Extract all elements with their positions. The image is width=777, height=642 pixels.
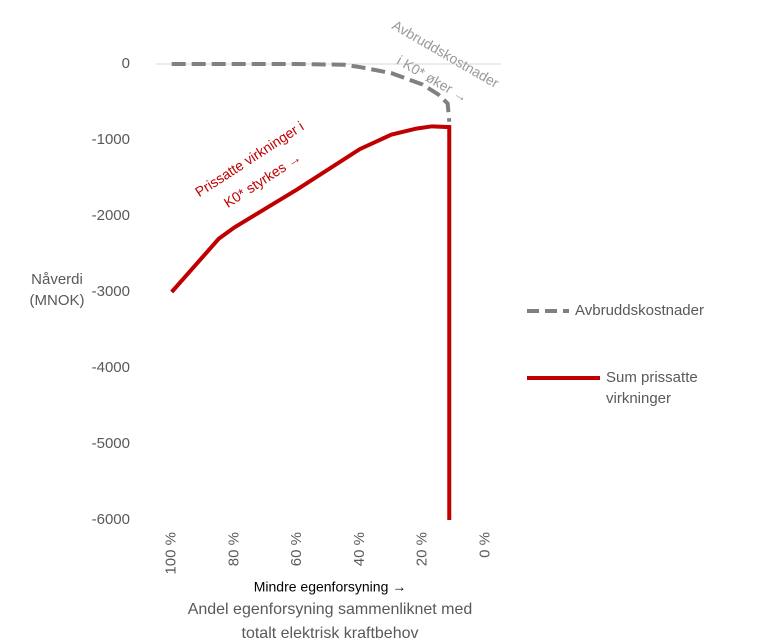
line-series <box>170 124 452 520</box>
x-tick-label: 60 % <box>288 532 305 566</box>
y-tick-label: -6000 <box>92 511 130 528</box>
y-tick-label: -2000 <box>92 207 130 224</box>
line-series <box>171 62 452 122</box>
x-tick-label: 80 % <box>225 532 242 566</box>
y-tick-label: -3000 <box>92 283 130 300</box>
y-tick-label: -5000 <box>92 435 130 452</box>
y-tick-label: -4000 <box>92 359 130 376</box>
x-axis-note: Mindre egenforsyning → <box>254 579 407 595</box>
y-tick-label: 0 <box>122 55 130 72</box>
y-tick-label: -1000 <box>92 131 130 148</box>
y-axis-label: Nåverdi <box>31 271 83 288</box>
legend-label: Avbruddskostnader <box>575 302 704 319</box>
x-tick-label: 20 % <box>414 532 431 566</box>
legend-label: Sum prissatte virkninger <box>606 369 698 407</box>
x-axis-label: totalt elektrisk kraftbehov <box>242 625 419 642</box>
x-tick-label: 40 % <box>351 532 368 566</box>
x-tick-label: 0 % <box>476 532 493 558</box>
x-tick-label: 100 % <box>163 532 180 575</box>
x-axis-label: Andel egenforsyning sammenliknet med <box>188 601 473 618</box>
y-axis-label: (MNOK) <box>30 292 85 309</box>
